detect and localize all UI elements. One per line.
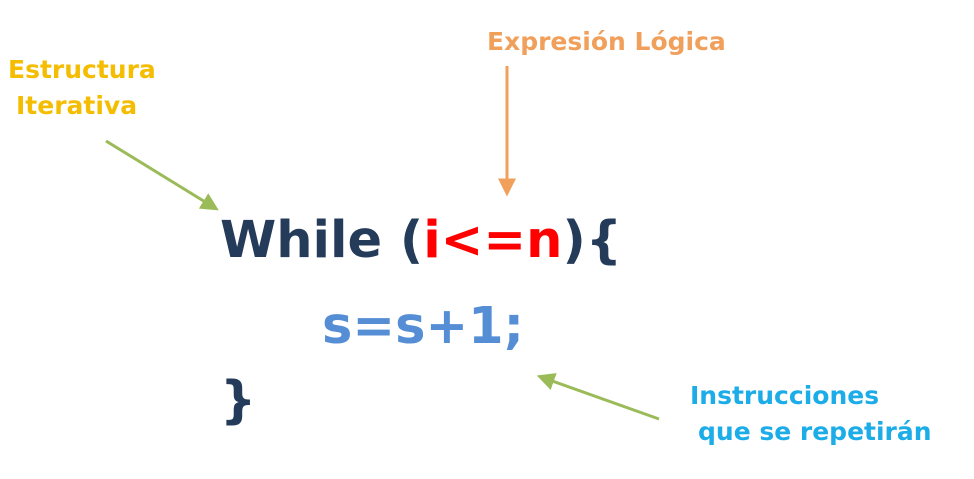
body-label: Instrucciones que se repetirán — [690, 378, 932, 450]
close-paren-brace: ){ — [562, 211, 623, 270]
while-header: While (i<=n){ — [220, 211, 622, 271]
body-arrow — [536, 373, 660, 421]
body-label-line-1: Instrucciones — [690, 381, 880, 410]
structure-label-line-2: Iterativa — [16, 91, 138, 120]
closing-brace: } — [220, 371, 257, 430]
structure-arrow — [105, 139, 219, 211]
condition-label: Expresión Lógica — [487, 27, 726, 56]
open-paren: ( — [399, 211, 424, 270]
body-label-line-2: que se repetirán — [698, 417, 932, 446]
loop-body-statement: s=s+1; — [322, 297, 525, 356]
structure-label-line-1: Estructura — [8, 55, 156, 84]
loop-condition: i<=n — [423, 211, 563, 270]
structure-label: Estructura Iterativa — [8, 52, 156, 124]
while-keyword: While — [220, 211, 383, 270]
